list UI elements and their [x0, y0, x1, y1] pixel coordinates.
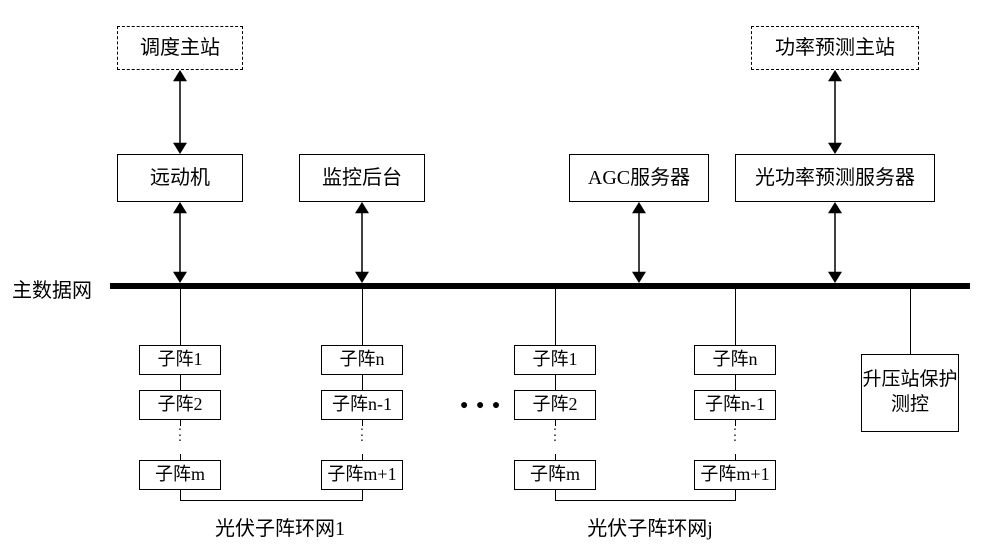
ring1-conn-R-01	[362, 375, 363, 390]
opt-forecast-server: 光功率预测服务器	[735, 154, 935, 202]
ring1-L-box2-label: 子阵m	[155, 463, 205, 486]
ring1-R-box1: 子阵n-1	[321, 390, 403, 420]
ringj-drop-left	[555, 288, 556, 345]
dc-boost	[910, 288, 911, 354]
ring1-L-box1-label: 子阵2	[158, 393, 203, 416]
ring1-drop-left	[180, 288, 181, 345]
ring1-L-box0-label: 子阵1	[158, 348, 203, 371]
ringj-drop-right	[735, 288, 736, 345]
ring1-conn-L-2b	[180, 490, 181, 500]
ringj-conn-L-d2	[555, 454, 556, 460]
ringj-R-box1-label: 子阵n-1	[705, 393, 765, 416]
ring1-R-box0: 子阵n	[321, 345, 403, 375]
ringj-R-box0: 子阵n	[694, 345, 776, 375]
ring1-R-box2: 子阵m+1	[321, 460, 403, 490]
boost-station: 升压站保护测控	[861, 354, 959, 432]
arr-agc-bus	[629, 202, 649, 283]
ringj-conn-R-01	[735, 375, 736, 390]
ringj-label: 光伏子阵环网j	[565, 512, 735, 541]
boost-station-label: 升压站保护测控	[862, 368, 958, 417]
ring1-L-box0: 子阵1	[139, 345, 221, 375]
monitor-backend: 监控后台	[299, 154, 425, 202]
ring1-conn-L-01	[180, 375, 181, 390]
bus-label: 主数据网	[12, 274, 112, 298]
ringj-conn-L-01	[555, 375, 556, 390]
rtu: 远动机	[117, 154, 243, 202]
ring1-conn-L-d2	[180, 454, 181, 460]
ringj-conn-R-2b	[735, 490, 736, 500]
ringj-L-box0-label: 子阵1	[533, 348, 578, 371]
ringj-R-box2-label: 子阵m+1	[700, 463, 769, 486]
arr-optfc-bus	[825, 202, 845, 283]
power-forecast-master-label: 功率预测主站	[775, 35, 895, 61]
ringj-conn-L-2b	[555, 490, 556, 500]
ringj-vdots-L: · · ·	[549, 428, 561, 445]
ringj-bottom-link	[555, 500, 736, 501]
ring1-R-box1-label: 子阵n-1	[332, 393, 392, 416]
arr-monitor-bus	[352, 202, 372, 283]
ringj-L-box1: 子阵2	[514, 390, 596, 420]
ringj-vdots-R: · · ·	[729, 428, 741, 445]
power-forecast-master: 功率预测主站	[751, 26, 919, 70]
arr-forecast-master-srv	[825, 70, 845, 154]
agc-server-label: AGC服务器	[588, 165, 690, 191]
ringj-L-box2: 子阵m	[514, 460, 596, 490]
ringj-R-box1: 子阵n-1	[694, 390, 776, 420]
ring1-L-box1: 子阵2	[139, 390, 221, 420]
ringj-L-box1-label: 子阵2	[533, 393, 578, 416]
ring1-L-box2: 子阵m	[139, 460, 221, 490]
ringj-L-box0: 子阵1	[514, 345, 596, 375]
ringj-L-box2-label: 子阵m	[530, 463, 580, 486]
main-data-bus	[110, 283, 970, 289]
diagram-stage: 主数据网 调度主站 功率预测主站远动机 监控后台 AGC服务器 光功率预测服务器升压站保护…	[0, 0, 1000, 554]
ring1-vdots-L: · · ·	[174, 428, 186, 445]
agc-server: AGC服务器	[569, 154, 709, 202]
ring1-vdots-R: · · ·	[356, 428, 368, 445]
ring1-conn-R-2b	[362, 490, 363, 500]
opt-forecast-server-label: 光功率预测服务器	[755, 165, 915, 191]
ring1-label: 光伏子阵环网1	[195, 512, 365, 541]
dispatch-master: 调度主站	[117, 26, 243, 70]
arr-dispatch-rtu	[170, 70, 190, 154]
dispatch-master-label: 调度主站	[140, 35, 220, 61]
ringj-R-box2: 子阵m+1	[694, 460, 776, 490]
ring1-R-box2-label: 子阵m+1	[327, 463, 396, 486]
ringj-R-box0-label: 子阵n	[713, 348, 758, 371]
ringj-conn-R-d2	[735, 454, 736, 460]
ring1-drop-right	[362, 288, 363, 345]
ring1-R-box0-label: 子阵n	[340, 348, 385, 371]
ring1-bottom-link	[180, 500, 363, 501]
rtu-label: 远动机	[150, 165, 210, 191]
ellipsis-between-rings: ● ● ●	[460, 398, 502, 414]
arr-rtu-bus	[170, 202, 190, 283]
ring1-conn-R-d2	[362, 454, 363, 460]
monitor-backend-label: 监控后台	[322, 165, 402, 191]
